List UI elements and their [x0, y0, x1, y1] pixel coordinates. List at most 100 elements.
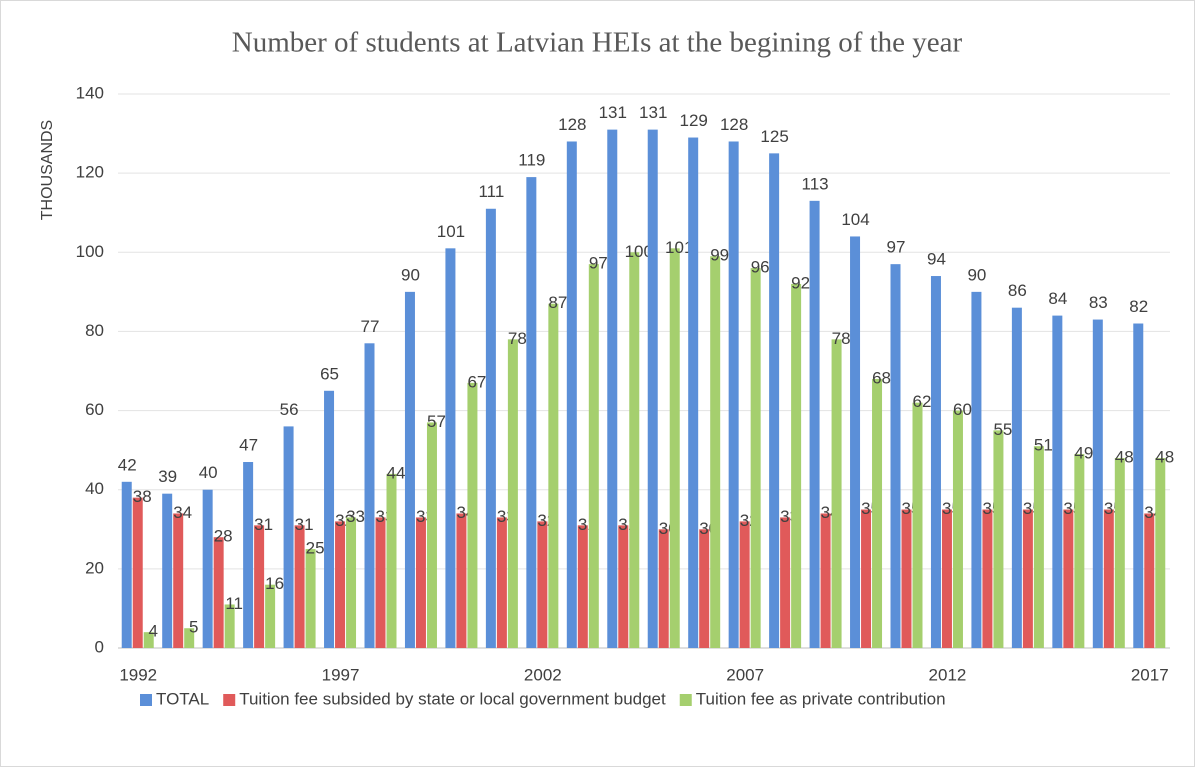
bar	[224, 604, 235, 648]
data-label: 51	[1034, 436, 1053, 455]
bar	[467, 382, 478, 648]
bar	[629, 252, 640, 649]
data-label: 101	[437, 222, 465, 241]
bar	[548, 303, 559, 648]
data-label: 128	[720, 115, 748, 134]
bar	[739, 521, 750, 648]
y-tick-label: 80	[85, 321, 104, 340]
bar	[971, 291, 982, 648]
bar	[184, 628, 195, 648]
bar	[791, 283, 802, 648]
bar	[1063, 509, 1074, 648]
data-label: 94	[927, 250, 946, 269]
bar	[426, 422, 437, 648]
data-label: 68	[872, 368, 891, 387]
bar	[669, 248, 680, 649]
x-tick-label: 2007	[726, 665, 764, 684]
data-label: 90	[967, 265, 986, 284]
data-label: 96	[751, 258, 770, 277]
data-label: 129	[680, 111, 708, 130]
data-label: 56	[280, 400, 299, 419]
legend-label: Tuition fee subsided by state or local g…	[239, 689, 666, 708]
bar	[566, 141, 577, 648]
x-tick-label: 1997	[322, 665, 360, 684]
data-label: 90	[401, 265, 420, 284]
bar	[728, 141, 739, 648]
data-label: 16	[265, 574, 284, 593]
data-label: 97	[887, 238, 906, 257]
bar	[485, 208, 496, 648]
bar	[941, 509, 952, 648]
bar	[1033, 446, 1044, 648]
data-label: 82	[1129, 297, 1148, 316]
bar	[283, 426, 294, 648]
x-tick-label: 2012	[929, 665, 967, 684]
data-label: 83	[1089, 293, 1108, 312]
bar	[1144, 513, 1155, 648]
bar	[496, 517, 507, 648]
legend-swatch	[140, 694, 152, 706]
bar	[1011, 307, 1022, 648]
data-label: 31	[295, 515, 314, 534]
legend-swatch	[223, 694, 236, 706]
bar	[243, 462, 254, 648]
bar	[850, 236, 861, 648]
data-label: 104	[841, 210, 869, 229]
data-label: 60	[953, 400, 972, 419]
data-label: 5	[189, 618, 198, 637]
bar	[618, 525, 629, 648]
data-label: 100	[625, 242, 653, 261]
bar	[173, 513, 184, 648]
x-tick-label: 2017	[1131, 665, 1169, 684]
bar	[415, 517, 426, 648]
y-tick-label: 100	[76, 242, 104, 261]
bar	[294, 525, 305, 648]
bar	[577, 525, 588, 648]
bar	[710, 256, 721, 648]
data-label: 47	[239, 435, 258, 454]
bar	[861, 509, 872, 648]
bar	[1155, 458, 1166, 648]
data-label: 84	[1048, 289, 1067, 308]
bar	[769, 153, 780, 648]
bar	[507, 339, 518, 648]
data-label: 119	[518, 151, 545, 170]
data-label: 44	[387, 463, 406, 482]
legend-label: TOTAL	[156, 689, 209, 708]
bar	[1114, 458, 1125, 648]
bar	[162, 493, 173, 648]
bar	[872, 378, 883, 648]
bar	[143, 632, 154, 648]
data-label: 86	[1008, 281, 1027, 300]
bar	[647, 129, 658, 649]
bar	[912, 402, 923, 648]
data-label: 101	[665, 238, 693, 257]
data-label: 125	[760, 127, 788, 146]
bar	[688, 137, 699, 648]
data-label: 25	[306, 539, 325, 558]
bar	[364, 343, 375, 648]
bar	[930, 276, 941, 648]
bar	[699, 529, 710, 648]
data-label: 87	[548, 293, 567, 312]
bar	[1092, 319, 1103, 648]
bar	[526, 177, 537, 648]
data-label: 39	[158, 467, 177, 486]
y-tick-label: 40	[85, 479, 104, 498]
bar	[375, 517, 386, 648]
bar	[809, 200, 820, 649]
data-label: 77	[361, 317, 380, 336]
bar	[1133, 323, 1144, 648]
bar	[537, 521, 548, 648]
x-tick-label: 2002	[524, 665, 562, 684]
y-axis-label: THOUSANDS	[39, 120, 56, 220]
bar	[202, 489, 213, 648]
bar	[607, 129, 618, 649]
x-tick-label: 1992	[119, 665, 157, 684]
data-label: 78	[508, 329, 527, 348]
legend-swatch	[679, 694, 692, 706]
bar	[780, 517, 791, 648]
bar	[213, 537, 224, 648]
bar	[456, 513, 467, 648]
bar	[121, 481, 132, 648]
